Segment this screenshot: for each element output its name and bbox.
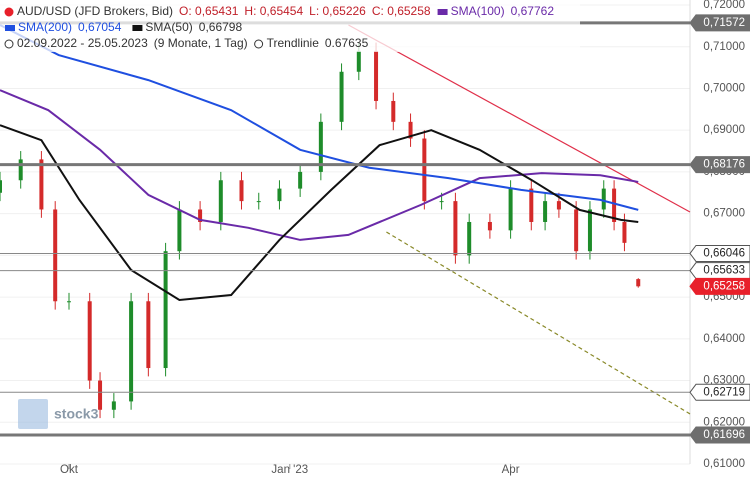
level-tag <box>689 244 750 262</box>
candle-body <box>198 209 203 222</box>
legend-value: 0,67054 <box>78 20 122 34</box>
candle-body <box>556 201 561 210</box>
legend-series: SMA(50) <box>145 20 192 34</box>
candle-body <box>391 100 396 122</box>
y-tick-label: 0,62000 <box>703 416 745 428</box>
y-tick-label: 0,63000 <box>703 375 745 387</box>
trendline <box>386 231 691 415</box>
y-tick-label: 0,71000 <box>703 41 745 53</box>
level-label: 0,61696 <box>703 429 745 441</box>
candle-body <box>356 50 361 72</box>
candle-body <box>18 159 23 181</box>
sma-line <box>0 24 639 211</box>
watermark-logo <box>18 399 48 429</box>
legend-marker <box>437 9 448 15</box>
level-tag <box>689 383 750 401</box>
y-tick-label: 0,67000 <box>703 208 745 220</box>
sma-line <box>0 124 639 302</box>
legend-value: 0,66798 <box>199 20 243 34</box>
y-tick-label: 0,72000 <box>703 0 745 11</box>
legend-marker <box>254 39 264 49</box>
legend-ohlc: O: 0,65431 <box>179 4 239 18</box>
candle-body <box>439 201 444 203</box>
candle-body <box>39 159 44 210</box>
candle-body <box>467 221 472 256</box>
candle-body <box>601 188 606 210</box>
level-label: 0,65258 <box>703 280 745 292</box>
candle-body <box>529 188 534 222</box>
level-label: 0,66046 <box>703 247 745 259</box>
legend-symbol: AUD/USD (JFD Brokers, Bid) <box>17 4 173 18</box>
candle-body <box>622 221 627 243</box>
x-tick-label: Okt <box>60 464 79 476</box>
level-label: 0,68176 <box>703 159 745 171</box>
candle-body <box>239 180 244 202</box>
candle-body <box>408 121 413 139</box>
candle-body <box>111 401 116 410</box>
candle-body <box>318 121 323 172</box>
candle-body <box>256 201 261 203</box>
candle-body <box>453 201 458 256</box>
legend-bg <box>0 2 580 52</box>
legend-ohlc: L: 0,65226 <box>309 4 366 18</box>
candle-body <box>543 201 548 222</box>
candle-body <box>508 188 513 231</box>
candle-body <box>339 71 344 122</box>
legend-marker <box>4 39 14 49</box>
candle-body <box>487 221 492 231</box>
candle-body <box>422 138 427 202</box>
legend-series: SMA(100) <box>451 4 505 18</box>
candle-body <box>67 301 71 303</box>
candle-body <box>374 50 379 101</box>
candle-body <box>53 209 58 302</box>
legend-value: 0.67635 <box>325 36 369 50</box>
legend-period: (9 Monate, 1 Tag) <box>154 36 248 50</box>
candle-body <box>277 188 282 202</box>
level-label: 0,71572 <box>703 17 745 29</box>
candle-body <box>87 301 92 381</box>
y-tick-label: 0,64000 <box>703 333 745 345</box>
x-tick-label: Apr <box>502 464 520 476</box>
candle-body <box>612 188 617 222</box>
candle-body <box>146 301 151 369</box>
candle-body <box>218 180 223 222</box>
candle-body <box>177 209 182 252</box>
candle-body <box>163 251 168 369</box>
candle-body <box>98 380 103 410</box>
legend-marker <box>4 7 14 17</box>
y-tick-label: 0,70000 <box>703 82 745 94</box>
y-tick-label: 0,61000 <box>703 458 745 470</box>
legend-marker <box>5 25 15 31</box>
level-tag <box>689 156 750 174</box>
sma-line <box>0 89 639 241</box>
candle-body <box>587 209 592 252</box>
legend-ohlc: C: 0,65258 <box>372 4 431 18</box>
candle-body <box>0 180 2 193</box>
level-tag <box>689 262 750 280</box>
x-tick-label: Jan '23 <box>271 464 308 476</box>
level-label: 0,65633 <box>703 265 745 277</box>
level-tag <box>689 14 750 32</box>
legend-marker <box>132 25 143 31</box>
candle-body <box>129 301 134 402</box>
candle-body <box>636 279 641 287</box>
candle-body <box>574 209 579 252</box>
y-tick-label: 0,69000 <box>703 124 745 136</box>
candle-body <box>298 171 303 189</box>
level-tag <box>689 277 750 295</box>
legend-series: SMA(200) <box>18 20 72 34</box>
legend-ohlc: H: 0,65454 <box>244 4 303 18</box>
level-label: 0,62719 <box>703 386 745 398</box>
level-tag <box>689 426 750 444</box>
legend-trendline: Trendlinie <box>267 36 320 50</box>
watermark: stock3 <box>54 406 99 422</box>
legend-value: 0,67762 <box>511 4 555 18</box>
legend-range: 02.09.2022 - 25.05.2023 <box>17 36 148 50</box>
